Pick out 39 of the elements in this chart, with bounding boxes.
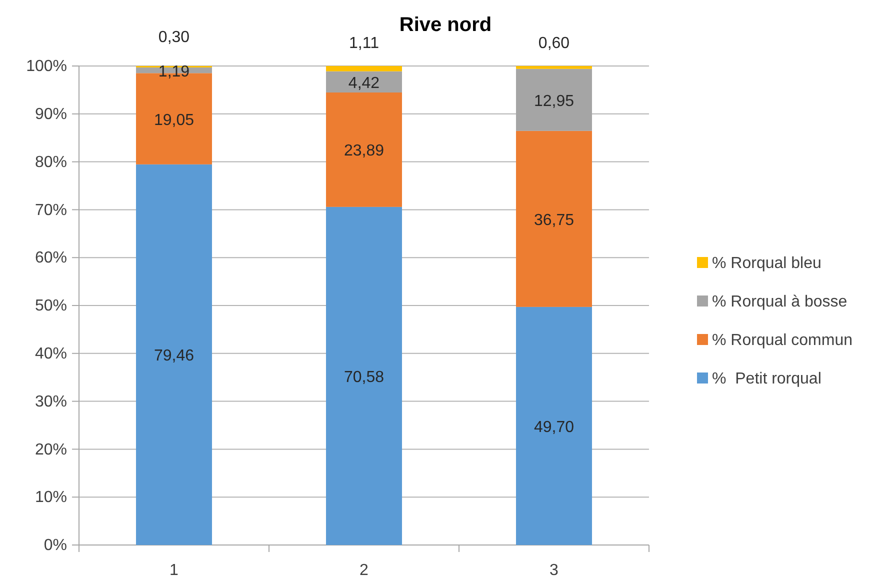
- bar: [326, 206, 402, 545]
- y-tick-label: 40%: [34, 346, 67, 363]
- data-label: 1,11: [349, 35, 380, 52]
- y-tick-label: 10%: [34, 489, 67, 506]
- bar: [136, 164, 212, 545]
- data-label: 36,75: [534, 212, 574, 229]
- legend-label: % Rorqual à bosse: [712, 294, 848, 310]
- bar: [516, 130, 592, 307]
- y-tick-label: 80%: [34, 154, 67, 171]
- x-tick-label: 2: [360, 562, 369, 579]
- data-label: 19,05: [154, 112, 194, 129]
- bar: [516, 66, 592, 69]
- data-label: 49,70: [534, 418, 574, 436]
- bar: [326, 71, 402, 92]
- data-label: 12,95: [534, 92, 574, 110]
- data-label: 23,89: [344, 142, 384, 160]
- x-tick-label: 1: [170, 562, 179, 579]
- bar: [516, 306, 592, 545]
- y-tick-label: 20%: [34, 441, 67, 458]
- chart-title: Rive nord: [399, 14, 492, 36]
- y-tick-label: 100%: [26, 58, 67, 76]
- data-label: 0,60: [538, 35, 570, 52]
- data-label: 0,30: [158, 29, 190, 46]
- x-tick-label: 3: [550, 562, 559, 579]
- bar: [326, 92, 402, 207]
- data-label: 4,42: [348, 74, 380, 92]
- y-tick-label: 0%: [44, 537, 67, 554]
- bar: [516, 68, 592, 131]
- bar: [326, 66, 402, 72]
- legend-label: % Petit rorqual: [712, 370, 822, 388]
- data-label: 70,58: [344, 368, 384, 386]
- y-tick-label: 30%: [34, 393, 67, 410]
- legend-label: % Rorqual bleu: [712, 255, 822, 272]
- y-tick-label: 70%: [34, 202, 67, 219]
- y-tick-label: 90%: [34, 106, 67, 124]
- y-tick-label: 60%: [34, 250, 67, 267]
- data-label: 79,46: [154, 348, 194, 365]
- legend-label: % Rorqual commun: [712, 332, 852, 349]
- y-tick-label: 50%: [34, 298, 67, 315]
